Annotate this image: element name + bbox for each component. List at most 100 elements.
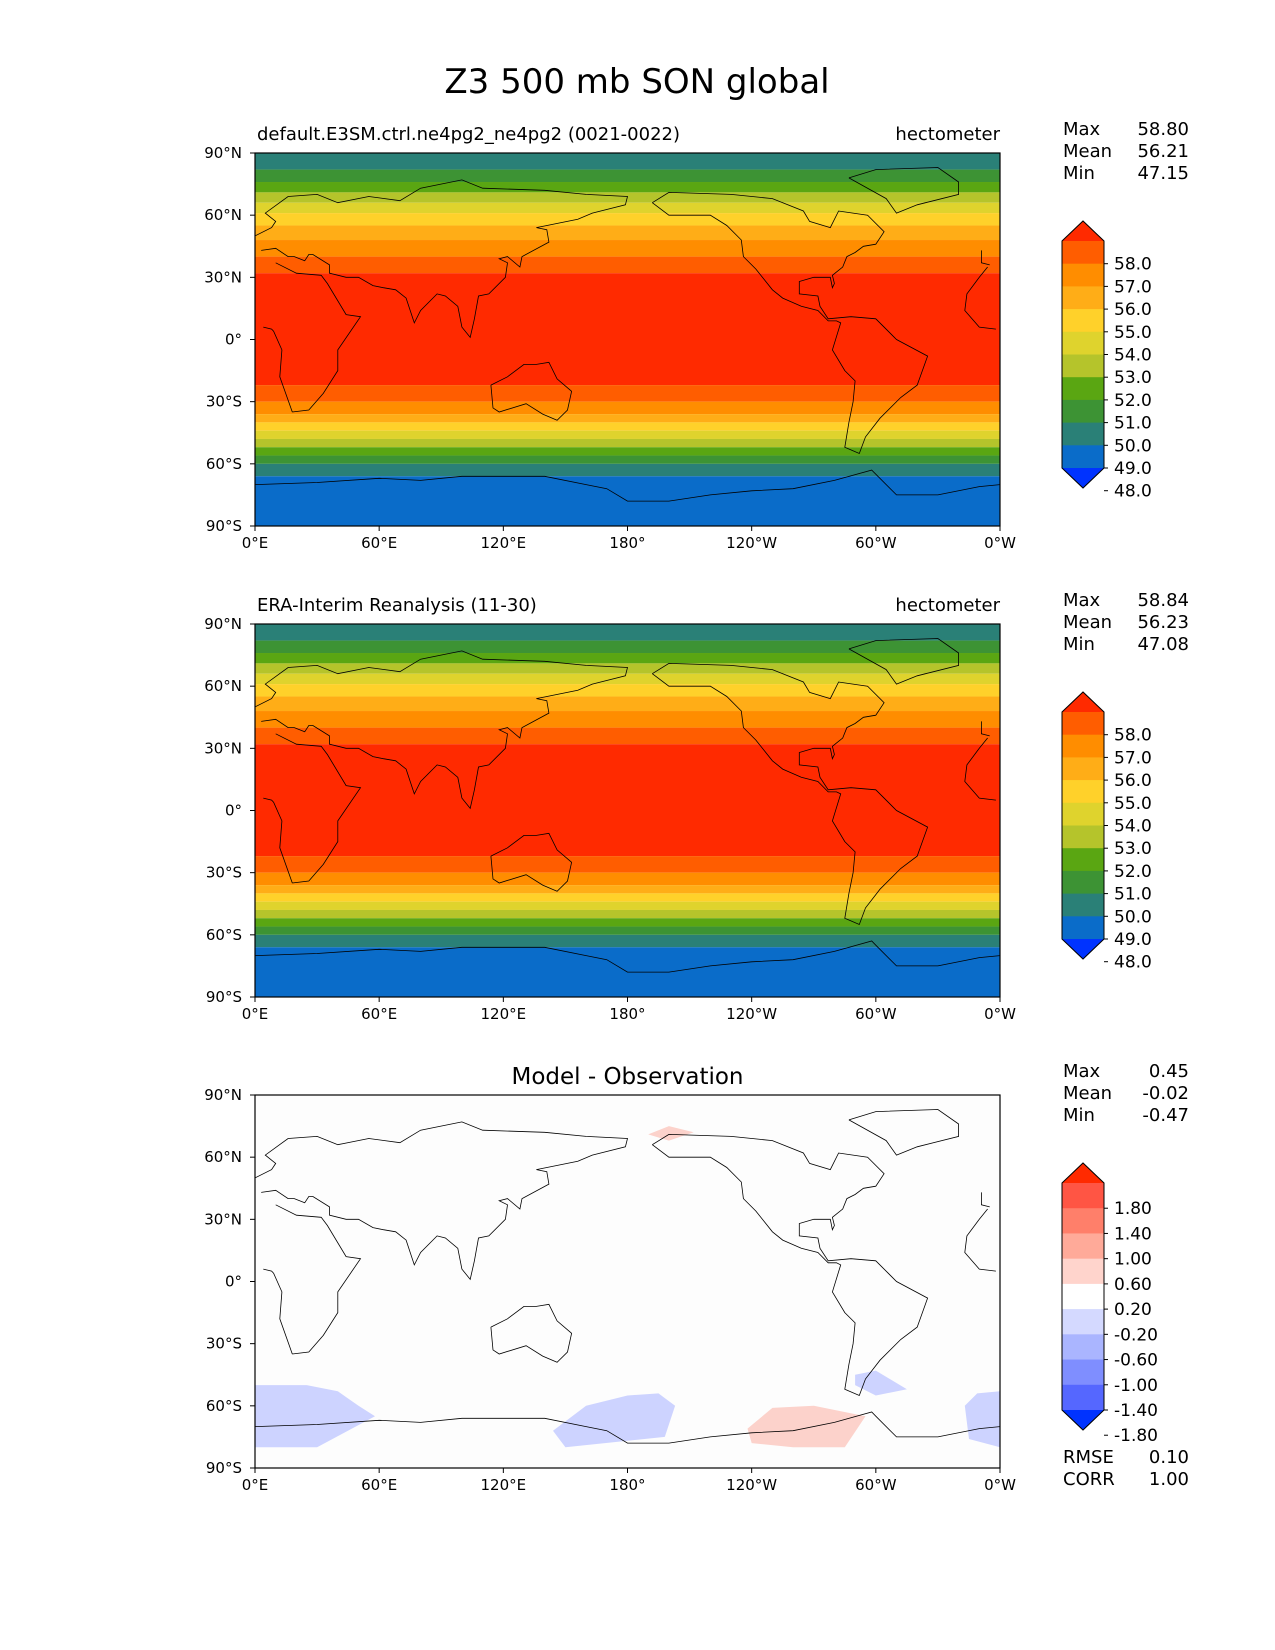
difference-patch bbox=[964, 1391, 1000, 1448]
x-tick-label: 120°E bbox=[481, 1476, 527, 1494]
coastline bbox=[263, 262, 996, 413]
stat-mean-value: 56.21 bbox=[1137, 141, 1189, 162]
stat-max-label: Max bbox=[1063, 590, 1101, 611]
coastline bbox=[255, 1411, 1000, 1444]
colorbar-extend-top bbox=[1062, 1163, 1104, 1183]
panel-left-title: ERA-Interim Reanalysis (11-30) bbox=[257, 595, 537, 616]
difference-patch bbox=[648, 1126, 694, 1141]
colorbar-bin bbox=[1062, 331, 1104, 355]
stat-min-value: -0.47 bbox=[1142, 1105, 1189, 1126]
x-tick-label: 0°E bbox=[242, 1476, 269, 1494]
colorbar-label: 56.0 bbox=[1114, 300, 1152, 320]
coastline bbox=[652, 662, 929, 926]
colorbar-label: 55.0 bbox=[1114, 794, 1152, 814]
x-tick-label: 180° bbox=[609, 1005, 645, 1023]
coastline bbox=[490, 361, 573, 421]
panel-1: 0°E 60°E 120°E 180° 120°W 60°W 0°W 90°N 60°N 30°N… bbox=[204, 119, 1189, 552]
field-band bbox=[255, 273, 1000, 386]
difference-patch bbox=[553, 1393, 676, 1448]
y-tick-label: 30°S bbox=[206, 864, 242, 882]
field-band bbox=[255, 225, 1000, 241]
y-tick-label: 0° bbox=[225, 802, 242, 820]
field-band bbox=[255, 684, 1000, 697]
field-band bbox=[255, 385, 1000, 402]
colorbar: 58.057.0 56.0 55.0 54.053.0 52.0 51.050.0 49.0… bbox=[1061, 691, 1152, 973]
colorbar-bin bbox=[1062, 780, 1104, 804]
panel-left-title: default.E3SM.ctrl.ne4pg2_ne4pg2 (0021-00… bbox=[257, 124, 680, 145]
field-band bbox=[255, 256, 1000, 274]
x-tick-label: 60°E bbox=[361, 1476, 397, 1494]
colorbar-bin bbox=[1062, 377, 1104, 401]
x-tick-label: 180° bbox=[609, 534, 645, 552]
x-tick-label: 120°E bbox=[481, 534, 527, 552]
y-tick-label: 30°S bbox=[206, 393, 242, 411]
stat-min-label: Min bbox=[1063, 634, 1095, 655]
map-field bbox=[255, 624, 1000, 997]
x-tick-label: 60°E bbox=[361, 1005, 397, 1023]
colorbar-bin bbox=[1062, 1208, 1104, 1234]
field-band bbox=[255, 744, 1000, 857]
colorbar-bin bbox=[1062, 1359, 1104, 1386]
coastline bbox=[263, 1204, 996, 1355]
y-tick-label: 60°S bbox=[206, 926, 242, 944]
stat-rmse-label: RMSE bbox=[1063, 1447, 1114, 1468]
stat-min-value: 47.15 bbox=[1137, 163, 1189, 184]
colorbar-bin bbox=[1062, 241, 1104, 265]
y-tick-label: 30°N bbox=[204, 1210, 242, 1228]
colorbar-label: 57.0 bbox=[1114, 748, 1152, 768]
colorbar-extend-top bbox=[1062, 221, 1104, 241]
y-tick-label: 0° bbox=[225, 331, 242, 349]
coastline bbox=[255, 179, 990, 339]
colorbar-bin bbox=[1062, 309, 1104, 333]
colorbar-label: 53.0 bbox=[1114, 839, 1152, 859]
field-band bbox=[255, 455, 1000, 464]
colorbar-label: 51.0 bbox=[1114, 885, 1152, 905]
colorbar-extend-top bbox=[1062, 692, 1104, 712]
field-band bbox=[255, 463, 1000, 477]
colorbar: 58.057.0 56.0 55.0 54.053.0 52.0 51.050.0 49.0… bbox=[1061, 220, 1152, 502]
map-field bbox=[255, 153, 1000, 526]
difference-patch bbox=[255, 1385, 375, 1448]
colorbar-bin bbox=[1062, 445, 1104, 469]
coastline bbox=[652, 191, 929, 455]
field-band bbox=[255, 624, 1000, 641]
y-tick-label: 30°S bbox=[206, 1335, 242, 1353]
field-band bbox=[255, 696, 1000, 712]
colorbar-label: 0.20 bbox=[1114, 1300, 1152, 1320]
y-tick-label: 30°N bbox=[204, 739, 242, 757]
field-band bbox=[255, 727, 1000, 745]
colorbar-label: -1.00 bbox=[1114, 1376, 1158, 1396]
y-tick-label: 90°S bbox=[206, 517, 242, 535]
stat-max-value: 0.45 bbox=[1149, 1061, 1189, 1082]
coastline bbox=[255, 650, 990, 810]
colorbar-extend-bottom bbox=[1062, 468, 1104, 488]
map-field bbox=[255, 1095, 1000, 1468]
field-band bbox=[255, 901, 1000, 910]
colorbar-label: 52.0 bbox=[1114, 391, 1152, 411]
y-tick-label: 90°N bbox=[204, 1086, 242, 1104]
x-tick-label: 0°W bbox=[984, 1476, 1016, 1494]
colorbar-bin bbox=[1062, 893, 1104, 917]
x-tick-label: 60°W bbox=[855, 1476, 897, 1494]
colorbar-label: 56.0 bbox=[1114, 771, 1152, 791]
y-tick-label: 60°N bbox=[204, 1148, 242, 1166]
coastline bbox=[490, 832, 573, 892]
field-band bbox=[255, 926, 1000, 935]
field-band bbox=[255, 447, 1000, 456]
coastline bbox=[255, 940, 1000, 973]
colorbar-bin bbox=[1062, 1309, 1104, 1335]
colorbar-label: 58.0 bbox=[1114, 726, 1152, 746]
colorbar-bin bbox=[1062, 848, 1104, 872]
colorbar-label: 49.0 bbox=[1114, 459, 1152, 479]
coastline bbox=[255, 1121, 990, 1281]
panel-center-title: Model - Observation bbox=[511, 1064, 743, 1090]
field-band bbox=[255, 918, 1000, 927]
field-band bbox=[255, 401, 1000, 415]
colorbar-label: 0.60 bbox=[1114, 1275, 1152, 1295]
field-band bbox=[255, 213, 1000, 226]
field-band bbox=[255, 856, 1000, 873]
x-tick-label: 120°W bbox=[726, 534, 777, 552]
coastline bbox=[848, 167, 959, 214]
field-band bbox=[255, 438, 1000, 448]
stat-max-value: 58.84 bbox=[1137, 590, 1189, 611]
